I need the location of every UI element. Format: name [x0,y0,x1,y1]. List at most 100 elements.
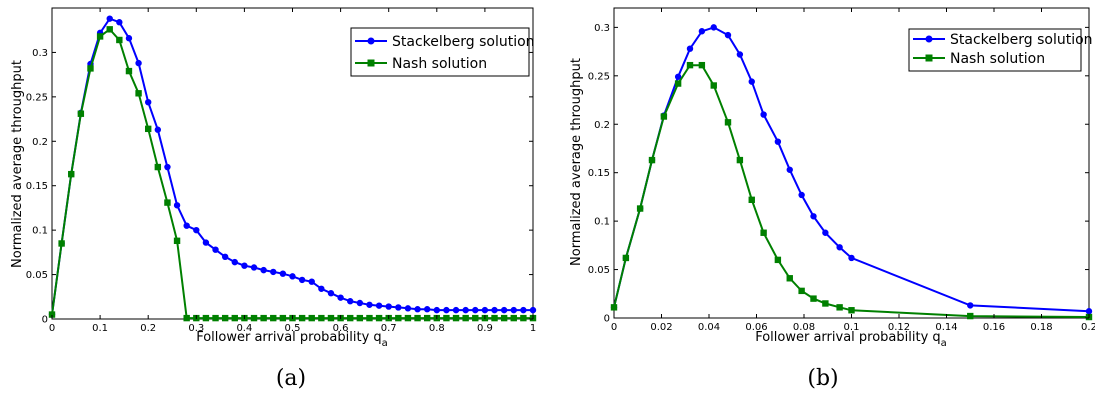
data-point-nash [810,295,817,302]
data-point-nash [848,307,855,314]
y-tick-label: 0.2 [594,120,610,131]
data-point-stackelberg [724,31,732,39]
y-tick-label: 0.2 [32,137,48,148]
data-point-stackelberg [327,290,335,297]
legend: Stackelberg solution Nash solution [350,27,535,77]
data-point-nash [622,254,630,262]
x-tick-label: 1 [530,323,536,334]
y-ticks: 0 0.05 0.1 0.15 0.2 0.25 0.3 [588,23,1089,325]
data-point-nash [135,90,142,97]
data-point-nash [96,33,104,40]
data-point-nash [510,314,517,322]
data-point-nash [472,314,479,322]
data-point-nash [500,314,508,322]
data-point-nash [774,256,782,264]
data-point-nash [452,314,460,322]
legend-marker-stackelberg [925,35,933,43]
data-point-nash [786,275,793,282]
data-point-nash [279,314,287,322]
data-point-nash [356,314,364,322]
y-tick-label: 0.3 [32,48,48,59]
data-point-stackelberg [529,306,537,314]
data-point-nash [674,80,682,87]
data-point-nash [202,314,210,322]
data-point-nash [164,199,171,206]
x-axis-label-main: Follower arrival probability q [196,330,381,345]
data-point-nash [298,314,306,322]
data-point-nash [636,205,644,212]
data-point-nash [173,237,181,245]
data-point-stackelberg [173,202,181,209]
x-tick-label: 0.9 [477,323,493,334]
data-point-nash [491,314,498,322]
x-tick-label: 0.2 [140,323,156,334]
data-point-stackelberg [221,253,229,260]
x-tick-label: 0.14 [935,322,957,333]
data-point-stackelberg [748,78,755,85]
data-point-stackelberg [375,302,383,309]
x-tick-label: 0.8 [429,323,445,334]
data-point-stackelberg [510,306,517,314]
data-point-stackelberg [443,306,450,314]
panel-b: 0 0.02 0.04 0.06 0.08 0.1 0.12 0.14 0.16 0.18 0.2 … [569,7,1095,391]
x-tick-label: 0.04 [698,322,720,333]
data-point-nash [648,156,656,164]
x-tick-label: 0.2 [1081,322,1095,333]
data-point-nash [308,314,315,322]
y-tick-label: 0.15 [26,181,48,192]
data-point-stackelberg [116,19,123,26]
data-point-nash [395,314,402,322]
data-point-nash [724,119,732,126]
data-point-stackelberg [822,229,829,236]
data-point-stackelberg [404,305,412,312]
data-point-nash [145,125,152,133]
data-point-stackelberg [1085,308,1093,315]
data-point-stackelberg [366,301,373,308]
data-point-stackelberg [736,51,744,58]
data-point-stackelberg [500,306,508,314]
x-ticks: 0 0.1 0.2 0.3 0.4 0.5 0.6 0.7 0.8 0.9 1 [49,8,536,334]
data-point-nash [748,196,755,204]
data-point-stackelberg [385,303,392,310]
x-tick-label: 0.5 [285,323,301,334]
x-tick-label: 0.3 [188,323,204,334]
data-point-nash [77,110,85,117]
data-point-stackelberg [774,138,782,145]
x-axis-label-main: Follower arrival probability q [755,330,940,345]
data-point-nash [212,314,219,322]
data-point-nash [125,67,133,75]
data-point-stackelberg [786,166,793,173]
data-point-stackelberg [135,59,142,67]
data-point-stackelberg [154,126,162,133]
y-tick-label: 0.15 [588,168,610,179]
data-point-stackelberg [760,111,767,118]
data-point-nash [116,36,123,44]
data-point-nash [798,287,805,295]
y-tick-label: 0.05 [588,265,610,276]
y-tick-label: 0.3 [594,23,610,34]
data-point-stackelberg [520,306,527,314]
data-point-stackelberg [491,306,498,314]
data-point-nash [414,314,421,322]
data-point-stackelberg [452,306,460,314]
x-tick-label: 0.06 [745,322,767,333]
data-point-nash [610,304,618,311]
data-point-stackelberg [810,213,817,220]
y-axis-label: Normalized average throughput [569,58,584,266]
data-point-nash [154,163,162,171]
legend-marker-nash [367,59,375,67]
x-tick-label: 0 [611,322,617,333]
panel-a: 0 0.1 0.2 0.3 0.4 0.5 0.6 0.7 0.8 0.9 1 0 0.05 0.1 0.… [10,7,537,391]
data-point-nash [375,314,383,322]
data-point-stackelberg [308,278,315,285]
data-point-nash [231,314,238,322]
data-point-nash [106,26,113,33]
data-point-stackelberg [337,294,344,301]
data-point-stackelberg [836,244,843,251]
data-point-nash [443,314,450,322]
data-point-stackelberg [710,24,717,31]
data-point-stackelberg [698,28,706,35]
data-point-stackelberg [289,273,296,280]
x-tick-label: 0.7 [381,323,397,334]
